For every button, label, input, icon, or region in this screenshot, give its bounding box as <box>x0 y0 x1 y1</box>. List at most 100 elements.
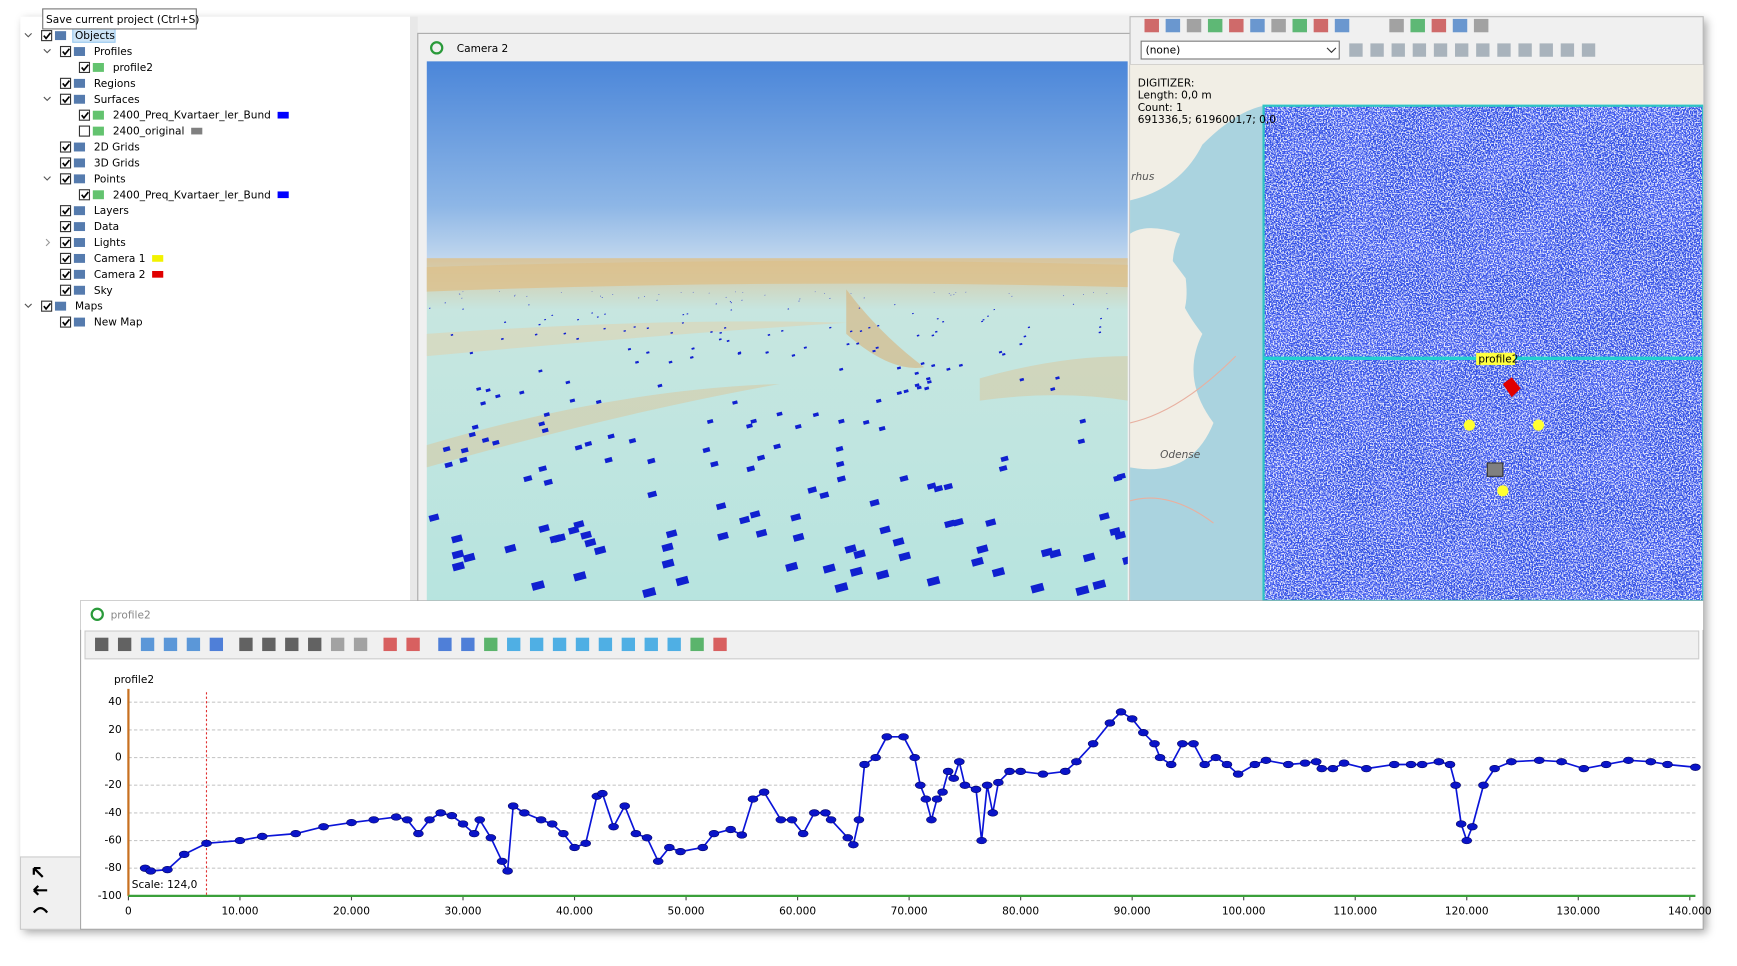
tool-icon[interactable] <box>406 637 420 652</box>
tool-icon[interactable] <box>1473 18 1489 33</box>
checkbox[interactable] <box>59 141 72 153</box>
tool-icon[interactable] <box>239 637 253 652</box>
expander[interactable] <box>43 176 51 181</box>
tool-icon[interactable] <box>95 637 109 652</box>
tool-icon[interactable] <box>1539 43 1553 57</box>
tool-icon[interactable] <box>1186 18 1202 33</box>
tool-icon[interactable] <box>1250 18 1265 33</box>
tool-icon[interactable] <box>1433 43 1448 57</box>
tree-label[interactable]: Points <box>94 173 126 185</box>
tool-icon[interactable] <box>1349 43 1363 57</box>
tool-icon[interactable] <box>598 637 613 652</box>
tool-icon[interactable] <box>1412 43 1427 57</box>
tool-icon[interactable] <box>1518 43 1532 57</box>
tree-label[interactable]: Data <box>94 221 119 233</box>
tool-icon[interactable] <box>1431 18 1447 33</box>
tool-icon[interactable] <box>1581 43 1596 57</box>
checkbox[interactable] <box>59 268 72 280</box>
tool-icon[interactable] <box>621 637 636 652</box>
tree-label[interactable]: Lights <box>94 237 126 249</box>
expander[interactable] <box>43 96 51 102</box>
tool-icon[interactable] <box>507 637 521 652</box>
tool-icon[interactable] <box>1271 18 1286 33</box>
checkbox[interactable] <box>78 61 91 74</box>
checkbox[interactable] <box>78 109 91 121</box>
checkbox[interactable] <box>41 300 53 312</box>
tool-icon[interactable] <box>438 637 452 652</box>
tool-icon[interactable] <box>262 637 276 652</box>
tree-label[interactable]: Camera 2 <box>94 269 146 281</box>
tree-label[interactable]: Profiles <box>94 46 132 58</box>
tool-icon[interactable] <box>117 637 132 652</box>
tree-label[interactable]: Layers <box>94 205 129 217</box>
tree-label[interactable]: Camera 1 <box>94 253 146 265</box>
layer-dropdown[interactable] <box>1140 40 1340 60</box>
checkbox[interactable] <box>41 30 53 42</box>
checkbox[interactable] <box>59 205 72 217</box>
tool-icon[interactable] <box>461 637 475 652</box>
tool-icon[interactable] <box>1370 43 1384 57</box>
expander[interactable] <box>45 238 51 247</box>
checkbox[interactable] <box>59 221 72 233</box>
tool-icon[interactable] <box>690 637 704 652</box>
tool-icon[interactable] <box>529 637 544 652</box>
tree-label[interactable]: Sky <box>94 285 113 297</box>
tool-icon[interactable] <box>1560 43 1575 57</box>
tool-icon[interactable] <box>552 637 567 652</box>
tree-label[interactable]: Regions <box>94 78 136 90</box>
tool-icon[interactable] <box>484 637 498 652</box>
tool-icon[interactable] <box>1389 18 1404 33</box>
tool-icon[interactable] <box>353 637 368 652</box>
tree-label[interactable]: Surfaces <box>94 94 140 106</box>
tool-icon[interactable] <box>1455 43 1469 57</box>
tool-icon[interactable] <box>1292 18 1307 33</box>
tree-label[interactable]: 2400_Preq_Kvartaer_ler_Bund <box>113 110 271 122</box>
tool-icon[interactable] <box>575 637 590 652</box>
tool-icon[interactable] <box>1410 18 1425 33</box>
expander[interactable] <box>24 32 32 38</box>
tree-label[interactable]: 3D Grids <box>94 157 140 169</box>
checkbox[interactable] <box>59 316 72 328</box>
tool-icon[interactable] <box>1476 43 1490 57</box>
checkbox[interactable] <box>59 173 72 185</box>
checkbox[interactable] <box>59 157 72 169</box>
expander[interactable] <box>24 303 32 309</box>
checkbox[interactable] <box>78 125 91 137</box>
checkbox[interactable] <box>59 236 72 249</box>
tool-icon[interactable] <box>1391 43 1405 57</box>
tool-icon[interactable] <box>1313 18 1329 33</box>
tool-icon[interactable] <box>1229 18 1244 33</box>
tool-icon[interactable] <box>1497 43 1511 57</box>
tree-label[interactable]: profile2 <box>113 62 153 74</box>
checkbox[interactable] <box>78 189 91 201</box>
tool-icon[interactable] <box>1334 18 1350 33</box>
checkbox[interactable] <box>59 284 72 296</box>
expander[interactable] <box>43 48 51 54</box>
tool-icon[interactable] <box>285 637 299 652</box>
checkbox[interactable] <box>59 93 72 105</box>
tool-icon[interactable] <box>163 637 178 652</box>
tree-label[interactable]: Objects <box>75 30 115 42</box>
checkbox[interactable] <box>59 45 72 58</box>
tree-label[interactable]: New Map <box>94 317 143 329</box>
tool-icon[interactable] <box>1452 18 1468 33</box>
tool-icon[interactable] <box>1144 18 1159 33</box>
dropdown-value: (none) <box>1146 45 1181 57</box>
tool-icon[interactable] <box>667 637 681 652</box>
tree-label[interactable]: Maps <box>75 301 103 313</box>
tool-icon[interactable] <box>140 637 155 652</box>
checkbox[interactable] <box>59 252 72 264</box>
tool-icon[interactable] <box>330 637 345 652</box>
tree-label[interactable]: 2D Grids <box>94 142 140 154</box>
tool-icon[interactable] <box>644 637 658 652</box>
tool-icon[interactable] <box>186 637 201 652</box>
tool-icon[interactable] <box>1207 18 1223 33</box>
tool-icon[interactable] <box>383 637 397 652</box>
tree-label[interactable]: 2400_Preq_Kvartaer_ler_Bund <box>113 189 271 201</box>
tool-icon[interactable] <box>1165 18 1181 33</box>
checkbox[interactable] <box>59 77 72 89</box>
tree-label[interactable]: 2400_original <box>113 126 185 138</box>
tool-icon[interactable] <box>209 637 224 652</box>
tool-icon[interactable] <box>308 637 322 652</box>
tool-icon[interactable] <box>713 637 727 652</box>
